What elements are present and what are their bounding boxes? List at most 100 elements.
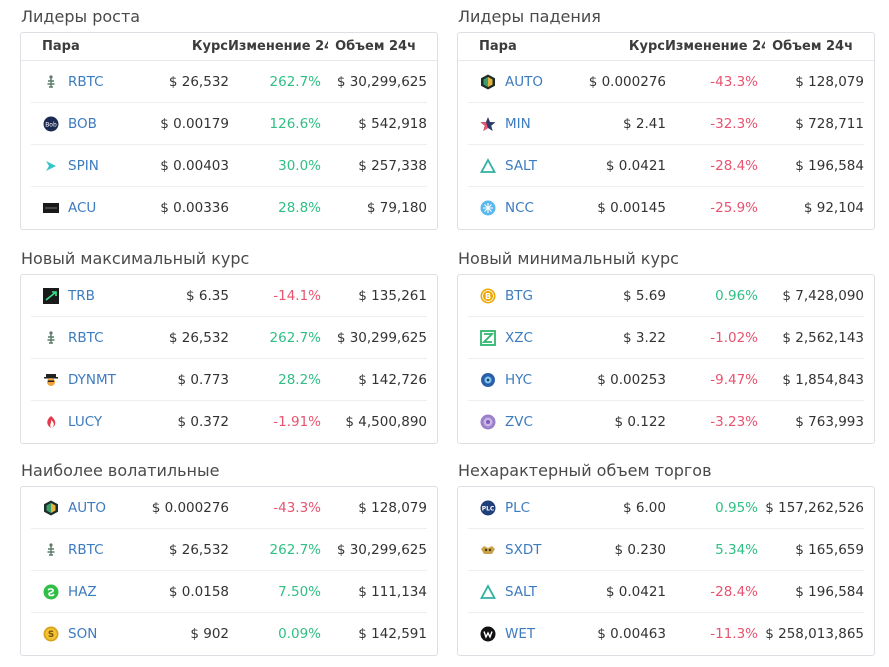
table-row[interactable]: HAZ $ 0.0158 7.50% $ 111,134 (31, 571, 427, 613)
change-value: -28.4% (710, 583, 758, 600)
pair-symbol[interactable]: HYC (505, 371, 533, 388)
pair-cell[interactable]: RBTC (31, 542, 139, 558)
rate-value: $ 0.000276 (588, 73, 666, 90)
col-volume[interactable]: Объем 24ч (335, 39, 416, 54)
rate-value: $ 26,532 (168, 73, 229, 90)
rate-value: $ 0.773 (177, 371, 229, 388)
pair-symbol[interactable]: RBTC (68, 541, 104, 558)
table-row[interactable]: RBTC $ 26,532 262.7% $ 30,299,625 (31, 61, 427, 103)
pair-cell[interactable]: S SON (31, 626, 139, 642)
pair-cell[interactable]: MIN (468, 116, 576, 132)
rate-value: $ 0.00336 (160, 200, 229, 216)
col-volume[interactable]: Объем 24ч (772, 39, 853, 54)
pair-cell[interactable]: HAZ (31, 584, 139, 600)
table-row[interactable]: DYNMT $ 0.773 28.2% $ 142,726 (31, 359, 427, 401)
table-row[interactable]: S SON $ 902 0.09% $ 142,591 (31, 613, 427, 655)
table-row[interactable]: Bob BOB $ 0.00179 126.6% $ 542,918 (31, 103, 427, 145)
pair-cell[interactable]: WET (468, 626, 576, 642)
table-row[interactable]: LUCY $ 0.372 -1.91% $ 4,500,890 (31, 401, 427, 443)
table-row[interactable]: PLC PLC $ 6.00 0.95% $ 157,262,526 (468, 487, 864, 529)
table-row[interactable]: B BTG $ 5.69 0.96% $ 7,428,090 (468, 275, 864, 317)
col-rate[interactable]: Курс (628, 39, 665, 54)
volume-value: $ 142,726 (358, 371, 427, 388)
pair-symbol[interactable]: NCC (505, 200, 534, 216)
table-row[interactable]: SALT $ 0.0421 -28.4% $ 196,584 (468, 571, 864, 613)
pair-cell[interactable]: ZVC (468, 414, 576, 430)
col-rate[interactable]: Курс (191, 39, 228, 54)
table-row[interactable]: ZVC $ 0.122 -3.23% $ 763,993 (468, 401, 864, 443)
pair-symbol[interactable]: AUTO (68, 499, 106, 516)
pairs-table: B BTG $ 5.69 0.96% $ 7,428,090 XZC $ 3.22 -1.02… (457, 274, 875, 444)
col-pair[interactable]: Пара (42, 39, 80, 54)
pair-cell[interactable]: Bob BOB (31, 116, 139, 132)
pair-cell[interactable]: TRB (31, 287, 139, 304)
pair-cell[interactable]: RBTC (31, 74, 139, 90)
change-value: -1.02% (710, 329, 758, 346)
pair-cell[interactable]: RBTC (31, 330, 139, 346)
table-row[interactable]: AUTO $ 0.000276 -43.3% $ 128,079 (31, 487, 427, 529)
pair-cell[interactable]: XZC (468, 330, 576, 346)
pair-symbol[interactable]: PLC (505, 499, 531, 516)
pair-symbol[interactable]: RBTC (68, 73, 104, 90)
pair-cell[interactable]: PLC PLC (468, 500, 576, 516)
pair-cell[interactable]: SPIN (31, 158, 139, 174)
pair-cell[interactable]: HYC (468, 372, 576, 388)
pair-cell[interactable]: SALT (468, 584, 576, 600)
rate-value: $ 26,532 (168, 541, 229, 558)
panel-losers: Лидеры падения Пара Курс Изменение 24ч О… (457, 6, 875, 230)
pair-cell[interactable]: B BTG (468, 288, 576, 304)
pair-symbol[interactable]: SALT (505, 157, 537, 174)
pair-cell[interactable]: AUTO (468, 74, 576, 90)
pair-cell[interactable]: ACU (31, 200, 139, 216)
pair-symbol[interactable]: TRB (68, 287, 95, 304)
pair-symbol[interactable]: LUCY (68, 414, 103, 430)
col-change[interactable]: Изменение 24ч (665, 39, 765, 54)
table-row[interactable]: SALT $ 0.0421 -28.4% $ 196,584 (468, 145, 864, 187)
col-change[interactable]: Изменение 24ч (228, 39, 328, 54)
table-row[interactable]: TRB $ 6.35 -14.1% $ 135,261 (31, 275, 427, 317)
pair-symbol[interactable]: ACU (68, 200, 97, 216)
table-row[interactable]: RBTC $ 26,532 262.7% $ 30,299,625 (31, 317, 427, 359)
pair-cell[interactable]: DYNMT (31, 372, 139, 388)
pair-symbol[interactable]: SPIN (68, 157, 99, 174)
volume-value: $ 135,261 (358, 287, 427, 304)
pair-symbol[interactable]: ZVC (505, 414, 533, 430)
rate-value: $ 0.00179 (160, 115, 229, 132)
table-row[interactable]: SPIN $ 0.00403 30.0% $ 257,338 (31, 145, 427, 187)
volume-value: $ 196,584 (795, 157, 864, 174)
table-row[interactable]: ACU $ 0.00336 28.8% $ 79,180 (31, 187, 427, 229)
pair-cell[interactable]: SALT (468, 158, 576, 174)
rbtc-icon (43, 542, 59, 558)
pair-cell[interactable]: SXDT (468, 542, 576, 558)
pair-symbol[interactable]: SALT (505, 583, 537, 600)
pair-cell[interactable]: NCC (468, 200, 576, 216)
son-icon: S (43, 626, 59, 642)
pair-symbol[interactable]: RBTC (68, 329, 104, 346)
pair-symbol[interactable]: HAZ (68, 583, 97, 600)
table-row[interactable]: MIN $ 2.41 -32.3% $ 728,711 (468, 103, 864, 145)
lucy-icon (43, 414, 59, 430)
pair-symbol[interactable]: BOB (68, 115, 97, 132)
pair-symbol[interactable]: MIN (505, 115, 531, 132)
pair-symbol[interactable]: SXDT (505, 541, 542, 558)
pair-symbol[interactable]: BTG (505, 287, 533, 304)
change-value: -14.1% (273, 287, 321, 304)
pair-cell[interactable]: AUTO (31, 500, 139, 516)
rate-value: $ 0.122 (614, 414, 666, 430)
table-row[interactable]: NCC $ 0.00145 -25.9% $ 92,104 (468, 187, 864, 229)
table-row[interactable]: SXDT $ 0.230 5.34% $ 165,659 (468, 529, 864, 571)
table-row[interactable]: HYC $ 0.00253 -9.47% $ 1,854,843 (468, 359, 864, 401)
volume-value: $ 258,013,865 (765, 626, 864, 642)
pair-symbol[interactable]: WET (505, 626, 536, 642)
pair-symbol[interactable]: XZC (505, 329, 533, 346)
table-row[interactable]: RBTC $ 26,532 262.7% $ 30,299,625 (31, 529, 427, 571)
pair-symbol[interactable]: AUTO (505, 73, 543, 90)
table-row[interactable]: WET $ 0.00463 -11.3% $ 258,013,865 (468, 613, 864, 655)
col-pair[interactable]: Пара (479, 39, 517, 54)
table-row[interactable]: AUTO $ 0.000276 -43.3% $ 128,079 (468, 61, 864, 103)
table-row[interactable]: XZC $ 3.22 -1.02% $ 2,562,143 (468, 317, 864, 359)
pair-cell[interactable]: LUCY (31, 414, 139, 430)
hyc-icon (480, 372, 496, 388)
pair-symbol[interactable]: SON (68, 626, 98, 642)
pair-symbol[interactable]: DYNMT (68, 371, 116, 388)
